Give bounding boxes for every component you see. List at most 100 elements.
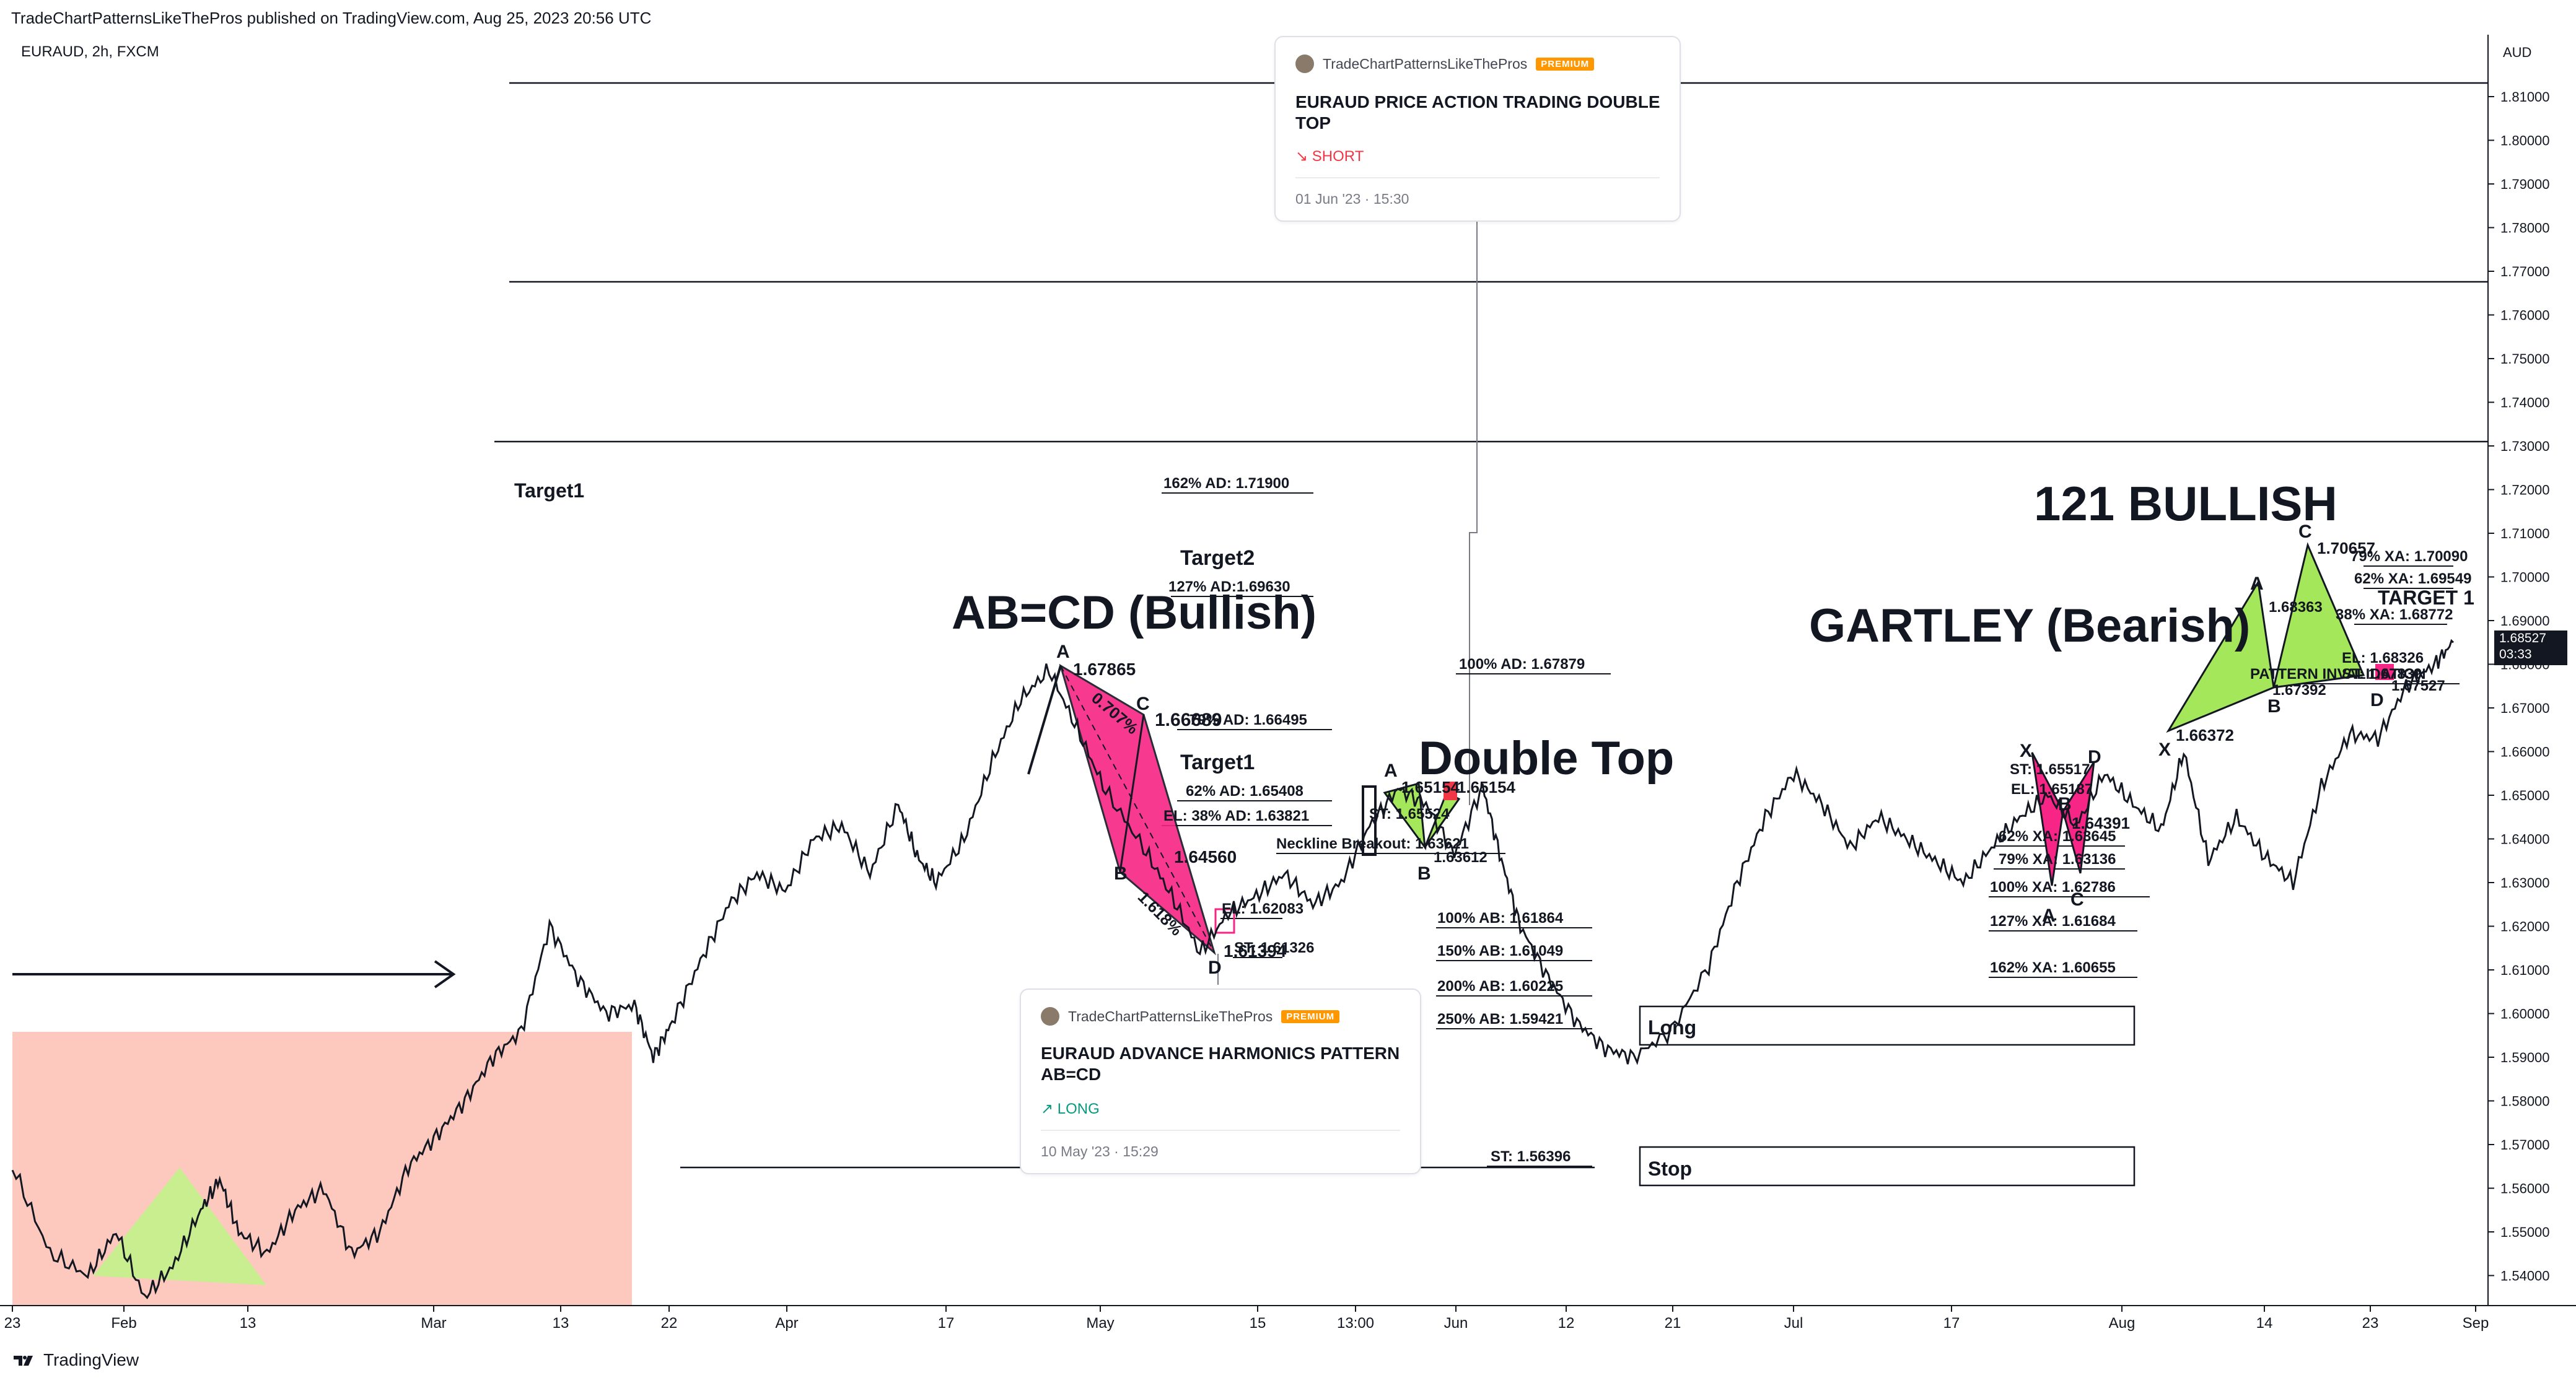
abcd-leg-xa[interactable] [1027, 665, 1062, 775]
level-label: 162% AD: 1.71900 [1163, 475, 1289, 492]
x-tick-label: 13 [240, 1315, 256, 1332]
stop-box[interactable] [1639, 1146, 2136, 1187]
level-label: EL: 38% AD: 1.63821 [1163, 808, 1309, 824]
dt-point-b: B [1417, 863, 1431, 884]
dt-stop: ST: 1.65524 [1369, 806, 1450, 822]
dt-price-a: 1.65154 [1401, 778, 1460, 796]
divider [1295, 177, 1660, 178]
bullish-stop: ST: 1.67839 [2342, 666, 2422, 683]
bullish-point-b: B [2267, 696, 2281, 717]
x-tick-label: 23 [4, 1315, 21, 1332]
abcd-triangle-2[interactable] [1119, 714, 1216, 956]
x-tick-label: 17 [1943, 1315, 1960, 1332]
idea-author[interactable]: TradeChartPatternsLikeThePros [1323, 55, 1528, 72]
brand-name: TradingView [43, 1350, 139, 1369]
y-tick-label: 1.54000 [2500, 1268, 2550, 1284]
bullish-price-x: 1.66372 [2176, 726, 2234, 744]
tradingview-logo-icon [14, 1356, 33, 1366]
y-tick-label: 1.63000 [2500, 875, 2550, 891]
trend-down-icon: ↘ [1295, 148, 1308, 165]
publish-info: TradeChartPatternsLikeThePros published … [11, 9, 652, 27]
y-tick-label: 1.78000 [2500, 220, 2550, 236]
level-label: 162% XA: 1.60655 [1990, 959, 2116, 976]
idea-author-row[interactable]: TradeChartPatternsLikeThePros PREMIUM [1295, 55, 1595, 73]
idea-direction-label: LONG [1057, 1101, 1100, 1117]
double-top-marker[interactable] [1444, 782, 1457, 800]
y-tick-label: 1.79000 [2500, 177, 2550, 192]
gartley-triangle-1[interactable] [2031, 752, 2064, 886]
y-tick-label: 1.80000 [2500, 133, 2550, 149]
idea-card-double-top[interactable]: TradeChartPatternsLikeThePros PREMIUM EU… [1274, 36, 1681, 222]
y-tick-label: 1.65000 [2500, 788, 2550, 803]
bullish-point-x: X [2158, 739, 2171, 760]
idea-title[interactable]: EURAUD PRICE ACTION TRADING DOUBLE TOP [1295, 92, 1660, 133]
dt-point-a: A [1384, 761, 1398, 781]
x-tick-label: Feb [111, 1315, 136, 1332]
premium-badge: PREMIUM [1281, 1010, 1340, 1023]
idea-direction-long: ↗ LONG [1041, 1100, 1100, 1118]
idea-direction-short: ↘ SHORT [1295, 147, 1364, 165]
gartley-point-b: B [2058, 794, 2072, 814]
gartley-stop: ST: 1.65517 [2010, 761, 2090, 778]
bullish-heading: 121 BULLISH [2034, 476, 2337, 531]
y-tick-label: 1.60000 [2500, 1006, 2550, 1022]
bullish-point-a: A [2250, 574, 2264, 594]
avatar [1041, 1007, 1059, 1026]
long-label: Long [1648, 1016, 1696, 1039]
y-tick-label: 1.57000 [2500, 1137, 2550, 1153]
idea-author[interactable]: TradeChartPatternsLikeThePros [1068, 1008, 1273, 1024]
x-tick-label: 15 [1250, 1315, 1266, 1332]
abcd-point-c: C [1136, 694, 1150, 714]
level-label: 127% XA: 1.61684 [1990, 913, 2116, 930]
abcd-price-a: 1.67865 [1073, 660, 1136, 679]
level-label: 150% AB: 1.61049 [1437, 943, 1563, 959]
gartley-triangle-2[interactable] [2062, 761, 2095, 874]
y-tick-label: 1.74000 [2500, 395, 2550, 411]
price-series-line[interactable] [11, 639, 2455, 1299]
y-tick-label: 1.59000 [2500, 1050, 2550, 1065]
y-tick-label: 1.70000 [2500, 570, 2550, 585]
abcd-heading: AB=CD (Bullish) [952, 587, 1316, 639]
y-tick-label: 1.69000 [2500, 613, 2550, 629]
abcd-diagonal[interactable] [1060, 665, 1215, 953]
idea-card-abcd[interactable]: TradeChartPatternsLikeThePros PREMIUM EU… [1020, 988, 1421, 1174]
divider [1041, 1130, 1400, 1131]
tradingview-brand[interactable]: TradingView [12, 1350, 139, 1370]
idea-date: 10 May '23 · 15:29 [1041, 1143, 1159, 1159]
abcd-price-c: 1.66689 [1155, 710, 1222, 730]
y-tick-label: 1.75000 [2500, 351, 2550, 367]
x-tick-label: Sep [2463, 1315, 2489, 1332]
bar-countdown: 03:33 [2499, 647, 2532, 661]
last-price-tag: 1.68527 03:33 [2494, 630, 2567, 665]
bullish-price-c: 1.70657 [2317, 539, 2375, 557]
level-label: 62% XA: 1.69549 [2354, 570, 2471, 587]
entry-box[interactable] [1214, 908, 1235, 934]
idea-author-row[interactable]: TradeChartPatternsLikeThePros PREMIUM [1041, 1007, 1340, 1026]
gartley-point-d: D [2088, 747, 2101, 767]
y-tick-label: 1.58000 [2500, 1094, 2550, 1109]
x-tick-label: Mar [421, 1315, 446, 1332]
abcd-point-d: D [1208, 958, 1222, 978]
gartley-entry: EL: 1.65187 [2011, 781, 2093, 798]
bullish-triangle-2[interactable] [2272, 542, 2365, 689]
x-tick-label: Jul [1784, 1315, 1803, 1332]
trend-up-icon: ↗ [1041, 1101, 1054, 1117]
x-tick-label: 23 [2362, 1315, 2379, 1332]
long-box[interactable] [1639, 1005, 2136, 1046]
premium-badge: PREMIUM [1536, 57, 1595, 71]
currency-label: AUD [2503, 45, 2532, 60]
bullish-triangle-1[interactable] [2166, 579, 2275, 733]
abcd-point-a: A [1056, 642, 1070, 662]
idea-title[interactable]: EURAUD ADVANCE HARMONICS PATTERN AB=CD [1041, 1044, 1400, 1084]
level-label: 79% XA: 1.63136 [1999, 851, 2116, 868]
gartley-heading: GARTLEY (Bearish) [1809, 600, 2250, 652]
level-label: 200% AB: 1.60225 [1437, 978, 1563, 995]
level-label: 100% XA: 1.62786 [1990, 879, 2116, 896]
bullish-stop-2: 1.67527 [2391, 678, 2445, 694]
symbol-label[interactable]: EURAUD, 2h, FXCM [21, 43, 159, 60]
invalidation-marker[interactable] [2375, 664, 2394, 680]
green-pattern-bottom-left[interactable] [93, 1167, 266, 1285]
dt-price-b: 1.63612 [1434, 849, 1487, 866]
